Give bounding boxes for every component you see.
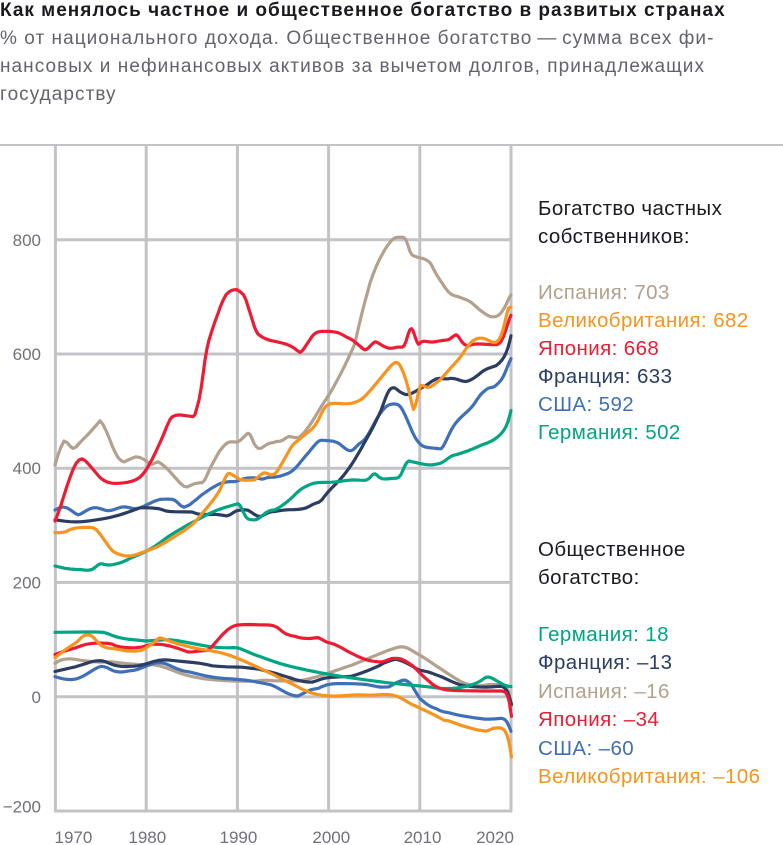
- svg-text:400: 400: [13, 459, 41, 478]
- svg-text:600: 600: [13, 345, 41, 364]
- svg-text:800: 800: [13, 231, 41, 250]
- svg-text:200: 200: [13, 573, 41, 592]
- svg-text:1970: 1970: [55, 828, 93, 845]
- svg-text:2000: 2000: [312, 828, 350, 845]
- svg-text:1980: 1980: [128, 828, 166, 845]
- svg-text:2020: 2020: [476, 828, 514, 845]
- svg-text:−200: −200: [3, 798, 41, 817]
- svg-text:0: 0: [32, 688, 41, 707]
- svg-text:1990: 1990: [219, 828, 257, 845]
- svg-text:2010: 2010: [404, 828, 442, 845]
